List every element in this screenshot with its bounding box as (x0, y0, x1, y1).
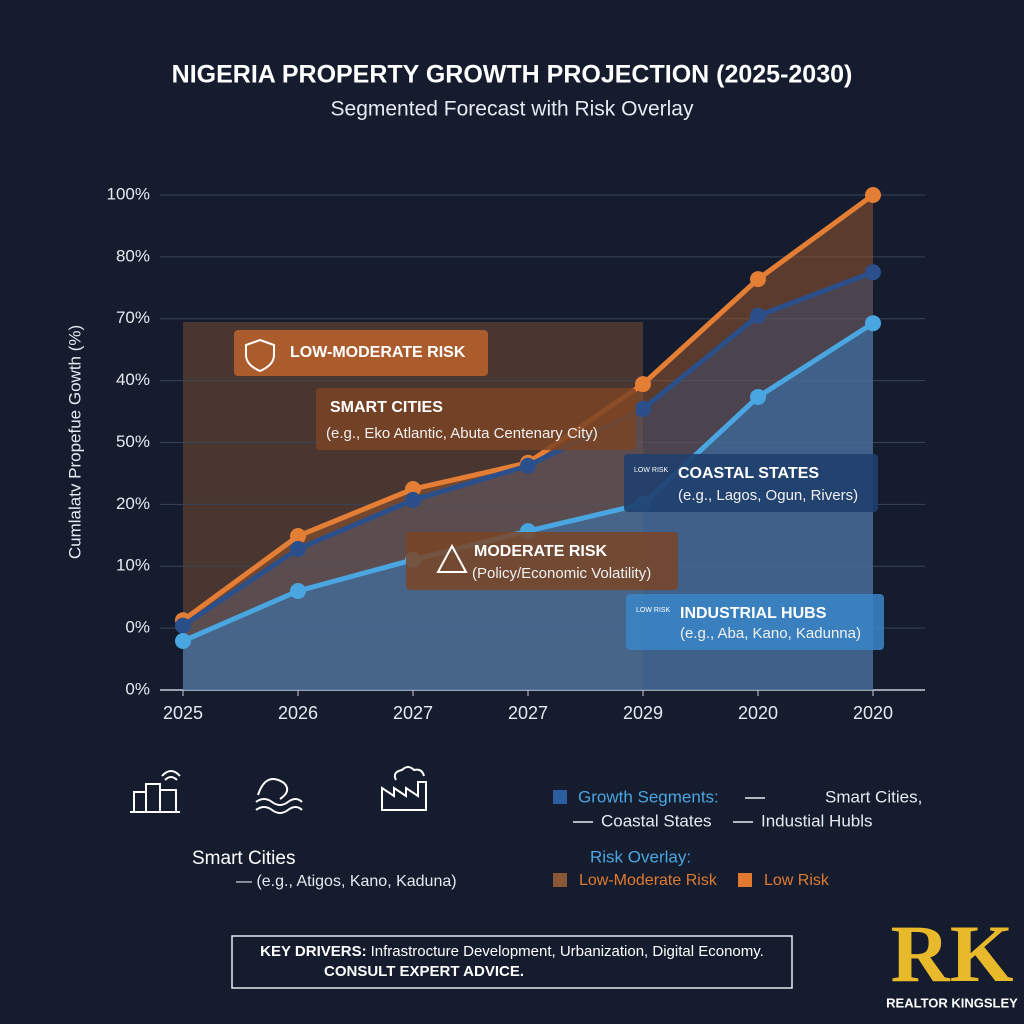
footer-line: KEY DRIVERS: Infrastrocture Development, … (260, 943, 764, 960)
annotation-title: MODERATE RISK (474, 543, 607, 560)
icon-city (130, 770, 181, 813)
x-tick-label: 2025 (163, 703, 203, 723)
y-tick-label: 80% (116, 246, 150, 265)
risk-label: Low-Moderate Risk (579, 872, 718, 889)
legend-label: Industial Hubls (761, 811, 873, 830)
data-point (865, 315, 881, 332)
data-point (750, 307, 766, 324)
annotation-box (626, 594, 884, 650)
y-tick-label: 0% (125, 618, 150, 637)
legend-swatch (553, 790, 567, 804)
x-tick-label: 2020 (738, 703, 778, 723)
footer-text: Infrastrocture Development, Urbanization… (371, 943, 764, 960)
x-tick-label: 2026 (278, 703, 318, 723)
icon-caption-title: Smart Cities (192, 848, 295, 869)
x-tick-label: 2029 (623, 703, 663, 723)
icon-coast (255, 778, 303, 814)
footer-note: CONSULT EXPERT ADVICE. (324, 963, 524, 980)
chart-title: NIGERIA PROPERTY GROWTH PROJECTION (2025… (172, 61, 853, 89)
x-tick-label: 2027 (393, 703, 433, 723)
annotation-box (316, 388, 636, 450)
data-point (290, 540, 306, 557)
x-tick-label: 2027 (508, 703, 548, 723)
footer-box (231, 935, 793, 989)
icon-factory (381, 766, 427, 811)
annotation-box (624, 454, 878, 512)
data-point (635, 400, 651, 417)
logo-name: REALTOR KINGSLEY (886, 995, 1018, 1010)
annotation-title: LOW-MODERATE RISK (290, 344, 466, 361)
annotation-box (234, 330, 488, 376)
data-point (750, 388, 766, 405)
data-point (635, 376, 651, 393)
y-tick-label: 10% (116, 556, 150, 575)
data-point (865, 187, 881, 203)
y-tick-label: 40% (116, 370, 150, 389)
legend-label: Smart Cities, (825, 787, 922, 806)
data-point (290, 528, 306, 545)
annotation-box (406, 532, 678, 590)
y-tick-label: 20% (116, 494, 150, 513)
legend-title: Growth Segments: (578, 787, 719, 806)
risk-label: Low Risk (764, 872, 830, 889)
data-point (520, 457, 536, 474)
logo-mark: RK (891, 908, 1014, 999)
legend-label: Coastal States (601, 811, 712, 830)
annotation-text: (e.g., Lagos, Ogun, Rivers) (678, 487, 858, 504)
annotation-title: INDUSTRIAL HUBS (680, 605, 827, 622)
annotation-badge: LOW RISK (636, 607, 671, 614)
warning-icon (436, 543, 468, 573)
risk-swatch (553, 873, 567, 887)
shield-icon (245, 338, 275, 373)
y-tick-label: 50% (116, 432, 150, 451)
data-point (175, 617, 191, 634)
annotation-text: (e.g., Eko Atlantic, Abuta Centenary Cit… (326, 425, 598, 442)
annotation-title: SMART CITIES (330, 399, 443, 416)
risk-swatch (738, 873, 752, 887)
y-tick-label: 0% (125, 679, 150, 698)
risk-title: Risk Overlay: (590, 847, 691, 866)
y-axis-label: Cumlalatv Propefue Gowth (%) (65, 325, 84, 559)
icons (130, 766, 427, 814)
x-tick-label: 2020 (853, 703, 893, 723)
y-tick-label: 100% (107, 184, 150, 203)
data-point (290, 583, 306, 599)
chart-subtitle: Segmented Forecast with Risk Overlay (331, 98, 694, 121)
annotation-title: COASTAL STATES (678, 465, 819, 482)
icon-caption-text: — (e.g., Atigos, Kano, Kaduna) (236, 873, 457, 890)
data-point (175, 632, 191, 649)
annotation-text: (Policy/Economic Volatility) (472, 565, 651, 582)
y-tick-label: 70% (116, 308, 150, 327)
footer-lead: KEY DRIVERS: (260, 943, 366, 960)
annotation-badge: LOW RISK (634, 467, 669, 474)
data-point (750, 271, 766, 288)
data-point (405, 491, 421, 508)
annotation-text: (e.g., Aba, Kano, Kadunna) (680, 625, 861, 642)
data-point (865, 264, 881, 281)
